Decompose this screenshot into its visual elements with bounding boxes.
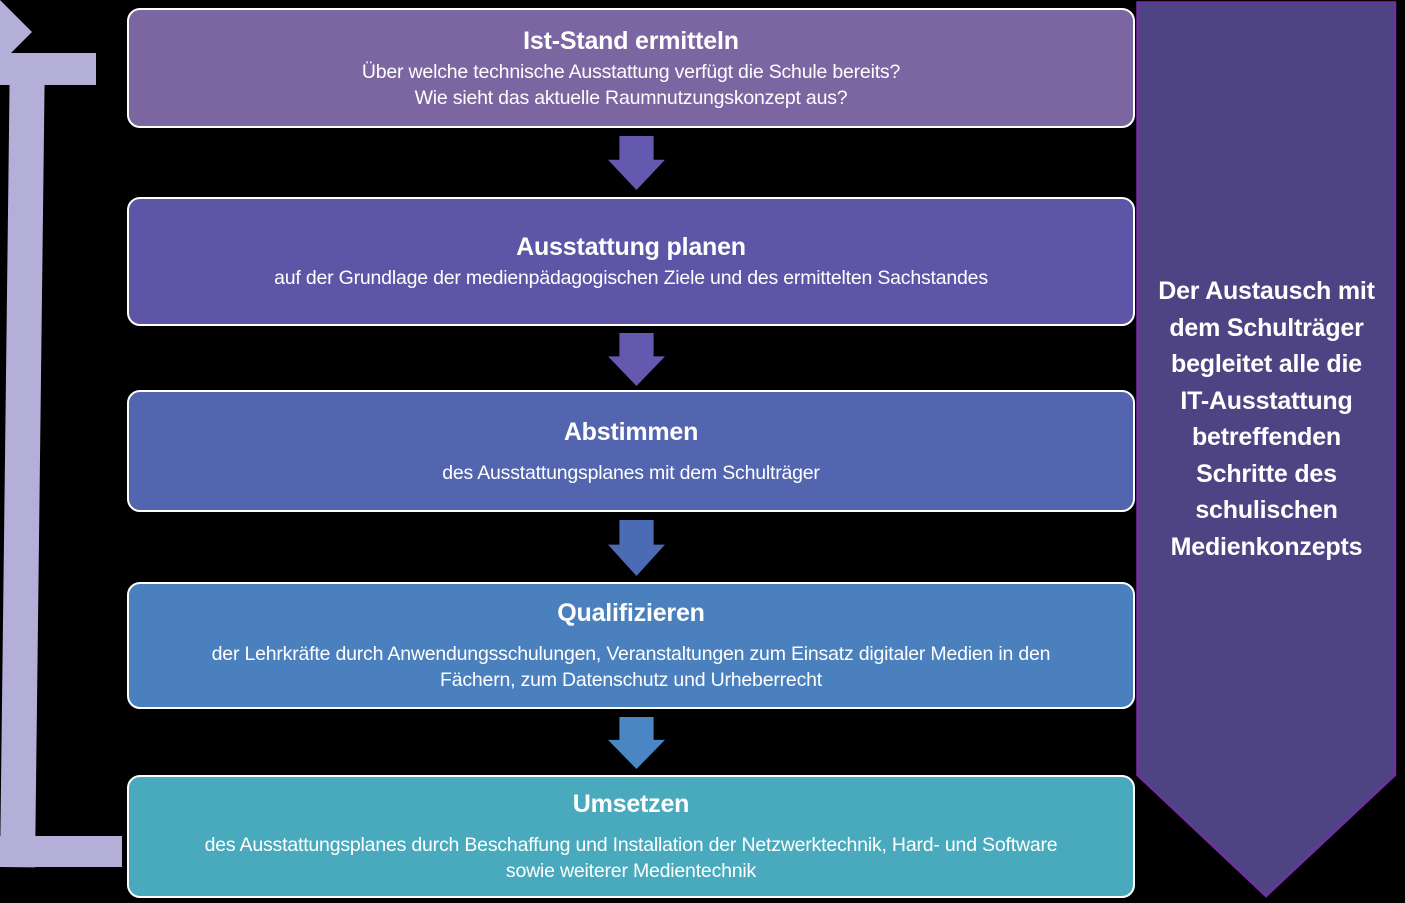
feedback-arrow-bottom-arm (0, 836, 122, 867)
flow-box-title: Abstimmen (563, 417, 699, 446)
flow-box-title: Ausstattung planen (516, 233, 746, 261)
side-note-shape (1136, 1, 1397, 898)
flow-box-title: Umsetzen (572, 790, 690, 818)
flow-box-umsetzen: Umsetzen des Ausstattungsplanes durch Be… (127, 775, 1135, 898)
flow-box-text-line: des Ausstattungsplanes durch Beschaffung… (204, 834, 1058, 856)
flow-box-title: Ist-Stand ermitteln (523, 26, 739, 55)
side-note-line: Der Austausch mit (1158, 277, 1375, 305)
flow-box-abstimmen: Abstimmen des Ausstattungsplanes mit dem… (127, 390, 1135, 512)
flow-box-qualifizieren: Qualifizieren der Lehrkräfte durch Anwen… (127, 582, 1135, 709)
side-note-arrow-shape-svg (1136, 1, 1397, 898)
flow-box-text-line: auf der Grundlage der medienpädagogische… (274, 267, 988, 289)
down-arrow-icon-4 (608, 717, 665, 769)
side-note-line: Schritte des (1196, 459, 1337, 488)
side-note-arrow: Der Austausch mit dem Schulträger beglei… (1136, 1, 1397, 898)
flow-box-ist-stand: Ist-Stand ermitteln Über welche technisc… (127, 8, 1135, 128)
down-arrow-icon-1 (608, 136, 665, 190)
side-note-line: dem Schulträger (1169, 313, 1364, 342)
side-note-line: schulischen (1195, 496, 1338, 524)
feedback-arrow-top-arm (0, 53, 96, 85)
side-note-line: Medienkonzepts (1170, 532, 1363, 561)
down-arrow-icon-3 (608, 520, 665, 576)
down-arrow-icon-2 (608, 333, 665, 386)
flow-box-text-line: Über welche technische Ausstattung verfü… (361, 60, 901, 83)
flow-box-ausstattung-planen: Ausstattung planen auf der Grundlage der… (127, 197, 1135, 326)
side-note-text: Der Austausch mit dem Schulträger beglei… (1140, 273, 1393, 565)
feedback-arrow (0, 0, 1405, 868)
flow-box-text-line: des Ausstattungsplanes mit dem Schulträg… (442, 461, 820, 484)
side-note-line: IT-Ausstattung (1180, 386, 1353, 415)
side-note-line: begleitet alle die (1171, 350, 1362, 378)
flow-box-title: Qualifizieren (557, 599, 705, 627)
flow-box-text-line: sowie weiterer Medientechnik (505, 860, 757, 882)
feedback-arrow-vertical-bar (0, 53, 45, 868)
flow-box-text-line: Wie sieht das aktuelle Raumnutzungskonze… (414, 86, 848, 109)
side-note-line: betreffenden (1191, 423, 1341, 451)
flow-box-text-line: Fächern, zum Datenschutz und Urheberrech… (440, 669, 822, 691)
flow-box-text-line: der Lehrkräfte durch Anwendungsschulunge… (211, 643, 1051, 665)
